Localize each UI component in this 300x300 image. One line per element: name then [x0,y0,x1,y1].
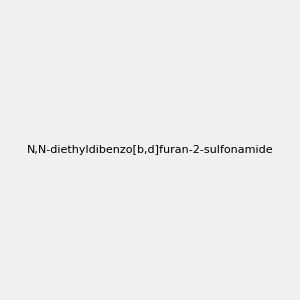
Text: N,N-diethyldibenzo[b,d]furan-2-sulfonamide: N,N-diethyldibenzo[b,d]furan-2-sulfonami… [27,145,273,155]
